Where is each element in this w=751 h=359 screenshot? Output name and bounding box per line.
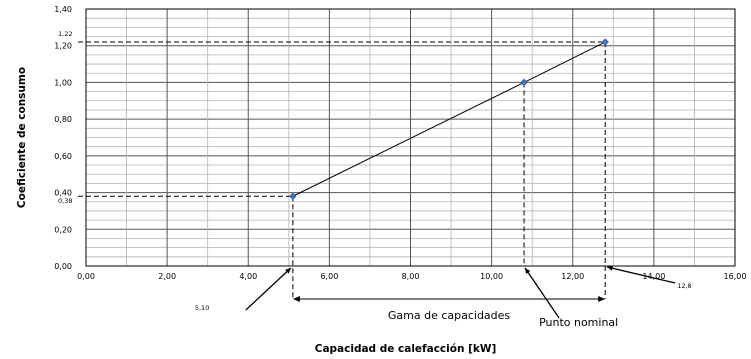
y-tick-label: 1,40: [54, 5, 72, 14]
y-tick-label: 1,20: [54, 42, 72, 51]
x-tick-label: 4,00: [239, 272, 257, 281]
series: [289, 38, 609, 200]
annotation-range-label: Gama de capacidades: [388, 309, 511, 322]
range-arrowhead-left: [292, 296, 300, 302]
arrow-x-high-head: [607, 265, 614, 271]
y-tick-labels: 0,00 0,20 0,40 0,60 0,80 1,00 1,20 1,40: [54, 5, 72, 271]
annotation-x-low: 5,10: [195, 304, 209, 312]
y-axis-title: Coeficiente de consumo: [16, 67, 28, 208]
x-tick-label: 12,00: [561, 272, 584, 281]
annotation-nominal-label: Punto nominal: [539, 316, 618, 329]
data-point: [520, 78, 528, 87]
y-tick-label: 0,40: [54, 189, 72, 198]
x-tick-label: 0,00: [77, 272, 95, 281]
arrow-x-low: [245, 267, 292, 311]
arrow-nominal-head: [525, 268, 531, 274]
annotation-y-high: 1,22: [58, 30, 72, 38]
x-axis-title: Capacidad de calefacción [kW]: [315, 343, 497, 355]
x-tick-label: 10,00: [480, 272, 503, 281]
range-arrowhead-right: [598, 296, 606, 302]
grid: [85, 8, 736, 267]
guide-lines: [78, 41, 676, 319]
y-tick-label: 0,80: [54, 115, 72, 124]
x-tick-label: 16,00: [724, 272, 747, 281]
x-tick-label: 2,00: [158, 272, 176, 281]
annotation-y-low: 0,38: [58, 197, 72, 205]
plot-frame: [85, 8, 736, 267]
x-tick-label: 8,00: [402, 272, 420, 281]
arrow-x-low-head: [285, 268, 291, 274]
data-point: [289, 192, 297, 200]
x-tick-labels: 0,00 2,00 4,00 6,00 8,00 10,00 12,00 14,00 16,00: [77, 272, 746, 281]
annotation-x-high: 12,8: [677, 282, 691, 290]
arrow-nominal: [524, 267, 560, 319]
y-tick-label: 0,00: [54, 262, 72, 271]
y-tick-label: 0,60: [54, 152, 72, 161]
data-point: [601, 38, 609, 46]
x-tick-label: 14,00: [642, 272, 665, 281]
y-tick-label: 1,00: [54, 78, 72, 87]
x-tick-label: 6,00: [320, 272, 338, 281]
y-tick-label: 0,20: [54, 225, 72, 234]
arrow-x-high: [607, 266, 676, 284]
